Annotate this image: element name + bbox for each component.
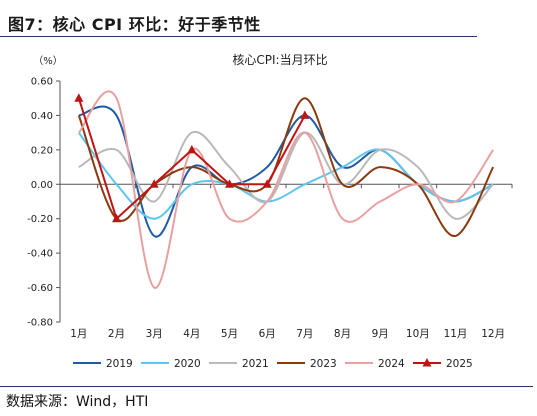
y-axis-unit: （%） <box>33 55 63 67</box>
legend-label-2025: 2025 <box>446 358 473 370</box>
y-tick-label: 0.60 <box>31 77 53 88</box>
legend-label-2023: 2023 <box>310 358 337 370</box>
chart: 核心CPI:当月环比 （%） 0.60 0.40 0.20 0.00 -0.20 -0.4… <box>27 53 513 370</box>
series-line-2023 <box>77 97 495 237</box>
y-tick-label: -0.60 <box>27 283 53 294</box>
y-tick-label: 0.20 <box>31 145 53 156</box>
legend-label-2021: 2021 <box>242 358 269 370</box>
legend-label-2019: 2019 <box>106 358 133 370</box>
title-divider <box>0 36 477 37</box>
marker-2025 <box>112 213 121 223</box>
y-tick-label: 0.00 <box>31 180 53 191</box>
x-tick-label: 5月 <box>221 328 238 340</box>
series-line-2024 <box>78 90 494 289</box>
x-tick-label: 7月 <box>296 328 313 340</box>
y-tick-label: 0.40 <box>31 111 53 122</box>
series-lines <box>74 90 495 289</box>
legend-label-2024: 2024 <box>378 358 405 370</box>
chart-title: 核心CPI:当月环比 <box>232 53 327 67</box>
series-line-2019 <box>78 105 494 238</box>
legend-label-2020: 2020 <box>174 358 201 370</box>
marker-2025 <box>262 179 272 188</box>
x-tick-label: 10月 <box>406 328 430 340</box>
figure-title: 图7：核心 CPI 环比：好于季节性 <box>8 15 261 34</box>
x-tick-label: 4月 <box>183 328 200 340</box>
y-tick-label: -0.20 <box>27 214 53 225</box>
axes: 0.60 0.40 0.20 0.00 -0.20 -0.40 -0.60 -0.80 1月 2月… <box>27 77 513 340</box>
series-line-2021 <box>78 131 494 220</box>
x-tick-label: 1月 <box>70 328 87 340</box>
x-tick-label: 6月 <box>259 328 276 340</box>
x-tick-label: 11月 <box>444 328 468 340</box>
x-tick-label: 9月 <box>372 328 389 340</box>
source-divider <box>0 386 533 387</box>
x-tick-label: 8月 <box>334 328 351 340</box>
marker-2025 <box>225 179 234 188</box>
source-note: 数据来源：Wind，HTI <box>6 394 149 410</box>
x-tick-label: 3月 <box>146 328 163 340</box>
legend-marker-2025 <box>422 358 432 367</box>
marker-2025 <box>149 179 159 188</box>
marker-2025 <box>187 144 197 154</box>
y-tick-label: -0.40 <box>27 249 53 260</box>
marker-2025 <box>74 93 84 102</box>
legend: 2019 2020 2021 2023 2024 2025 <box>73 358 473 370</box>
marker-2025 <box>300 110 310 119</box>
x-tick-label: 12月 <box>481 328 505 340</box>
x-tick-label: 2月 <box>108 328 125 340</box>
y-tick-label: -0.80 <box>27 318 53 329</box>
